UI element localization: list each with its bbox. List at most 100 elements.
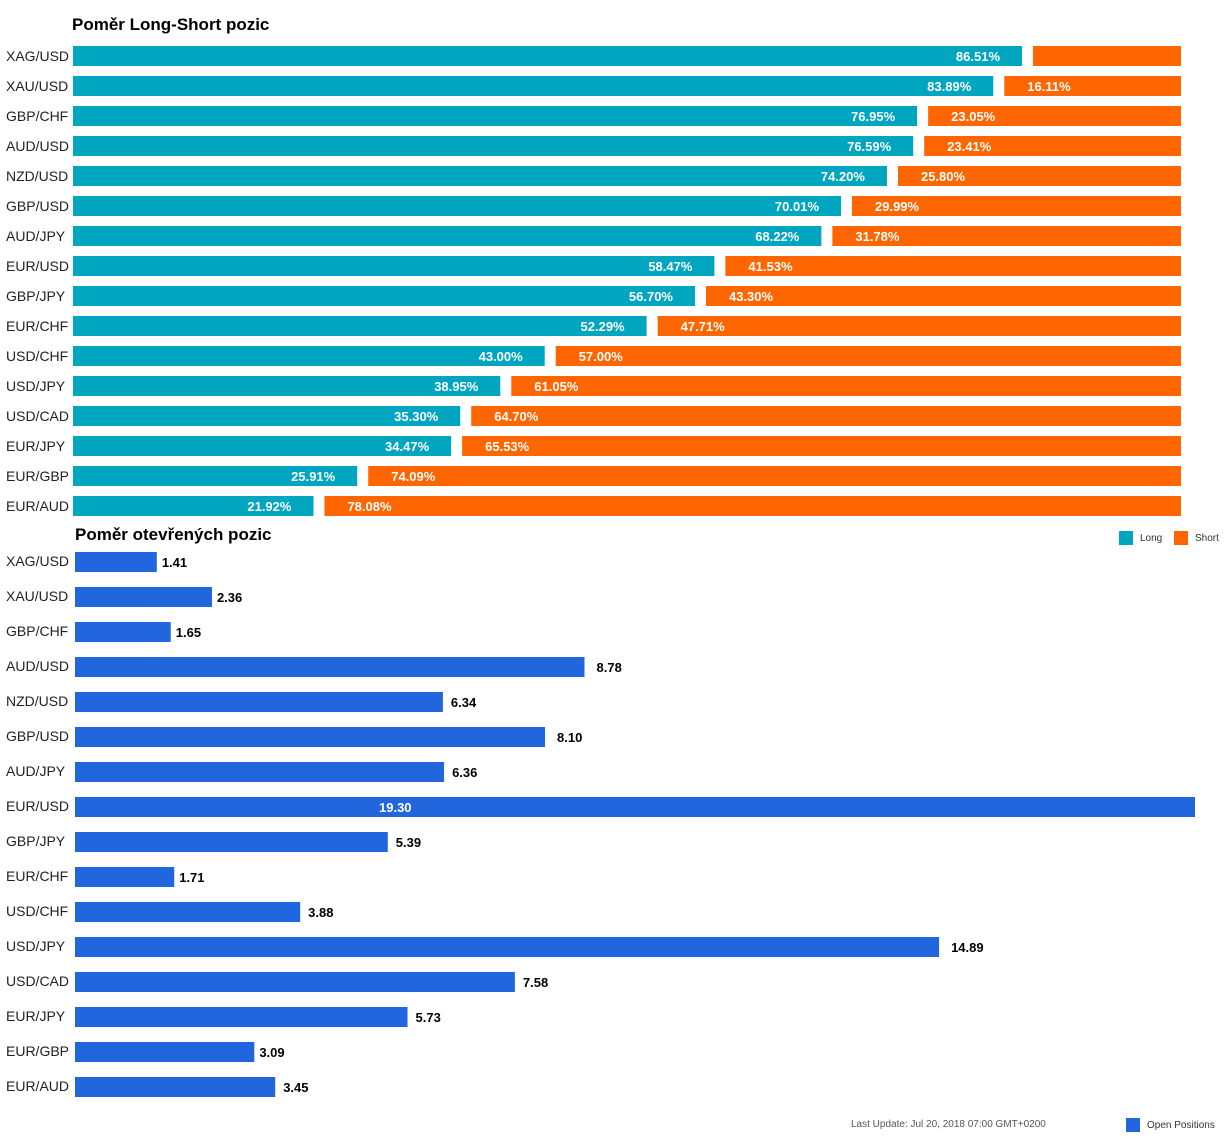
short-bar-eur-gbp xyxy=(368,466,1182,486)
long-value-label-usd-cad: 35.30% xyxy=(394,409,439,424)
long-bar-usd-jpy xyxy=(73,376,501,396)
category-label-eur-gbp: EUR/GBP xyxy=(6,468,69,484)
open-value-label-aud-usd: 8.78 xyxy=(597,660,622,675)
long-value-label-aud-jpy: 68.22% xyxy=(755,229,800,244)
category-label-nzd-usd: NZD/USD xyxy=(6,168,68,184)
long-value-label-gbp-jpy: 56.70% xyxy=(629,289,674,304)
long-bar-aud-jpy xyxy=(73,226,822,246)
long-value-label-usd-chf: 43.00% xyxy=(479,349,524,364)
short-bar-eur-usd xyxy=(725,256,1181,276)
long-bar-eur-gbp xyxy=(73,466,358,486)
short-bar-usd-chf xyxy=(555,346,1181,366)
long-value-label-eur-aud: 21.92% xyxy=(247,499,292,514)
legend-open-swatch xyxy=(1126,1118,1140,1132)
long-short-chart: XAG/USD 86.51% XAU/USD 83.89% 16.11% GBP/CHF 7… xyxy=(6,46,1182,516)
long-value-label-usd-jpy: 38.95% xyxy=(434,379,479,394)
long-value-label-xag-usd: 86.51% xyxy=(956,49,1001,64)
open-category-label-eur-gbp: EUR/GBP xyxy=(6,1043,69,1059)
open-category-label-gbp-jpy: GBP/JPY xyxy=(6,833,66,849)
long-value-label-eur-usd: 58.47% xyxy=(648,259,693,274)
legend-short: Short xyxy=(1174,531,1219,545)
open-value-label-gbp-jpy: 5.39 xyxy=(396,835,421,850)
long-bar-xag-usd xyxy=(73,46,1023,66)
long-value-label-eur-chf: 52.29% xyxy=(581,319,626,334)
short-bar-usd-jpy xyxy=(511,376,1181,396)
category-label-usd-chf: USD/CHF xyxy=(6,348,68,364)
short-value-label-gbp-chf: 23.05% xyxy=(951,109,996,124)
open-positions-chart-title: Poměr otevřených pozic xyxy=(75,525,272,544)
short-value-label-usd-chf: 57.00% xyxy=(579,349,624,364)
open-value-label-eur-chf: 1.71 xyxy=(179,870,204,885)
short-value-label-usd-cad: 64.70% xyxy=(494,409,539,424)
open-bar-aud-usd xyxy=(75,657,585,677)
open-category-label-eur-usd: EUR/USD xyxy=(6,798,69,814)
short-value-label-eur-usd: 41.53% xyxy=(748,259,793,274)
short-bar-gbp-jpy xyxy=(705,286,1181,306)
long-value-label-eur-jpy: 34.47% xyxy=(385,439,430,454)
open-bar-eur-jpy xyxy=(75,1007,408,1027)
long-short-chart-title: Poměr Long-Short pozic xyxy=(72,15,270,34)
open-value-label-aud-jpy: 6.36 xyxy=(452,765,477,780)
open-bar-xag-usd xyxy=(75,552,157,572)
long-value-label-aud-usd: 76.59% xyxy=(847,139,892,154)
long-bar-usd-cad xyxy=(73,406,461,426)
open-category-label-eur-aud: EUR/AUD xyxy=(6,1078,69,1094)
short-value-label-aud-usd: 23.41% xyxy=(947,139,992,154)
short-bar-gbp-chf xyxy=(928,106,1181,126)
short-value-label-xau-usd: 16.11% xyxy=(1027,79,1071,94)
long-bar-eur-usd xyxy=(73,256,715,276)
category-label-xau-usd: XAU/USD xyxy=(6,78,68,94)
open-value-label-eur-usd: 19.30 xyxy=(379,800,412,815)
short-value-label-eur-chf: 47.71% xyxy=(681,319,726,334)
short-value-label-eur-aud: 78.08% xyxy=(347,499,392,514)
open-bar-eur-aud xyxy=(75,1077,276,1097)
open-bar-gbp-jpy xyxy=(75,832,388,852)
short-bar-aud-jpy xyxy=(832,226,1181,246)
open-category-label-aud-jpy: AUD/JPY xyxy=(6,763,66,779)
open-category-label-usd-cad: USD/CAD xyxy=(6,973,69,989)
long-bar-eur-jpy xyxy=(73,436,452,456)
open-category-label-aud-usd: AUD/USD xyxy=(6,658,69,674)
long-bar-aud-usd xyxy=(73,136,914,156)
long-value-label-gbp-chf: 76.95% xyxy=(851,109,896,124)
category-label-usd-jpy: USD/JPY xyxy=(6,378,66,394)
open-category-label-gbp-usd: GBP/USD xyxy=(6,728,69,744)
short-bar-nzd-usd xyxy=(897,166,1181,186)
open-value-label-eur-gbp: 3.09 xyxy=(259,1045,284,1060)
short-bar-usd-cad xyxy=(471,406,1182,426)
open-bar-gbp-chf xyxy=(75,622,171,642)
long-value-label-nzd-usd: 74.20% xyxy=(821,169,866,184)
short-bar-xag-usd xyxy=(1033,46,1181,66)
short-value-label-eur-jpy: 65.53% xyxy=(485,439,530,454)
short-value-label-gbp-usd: 29.99% xyxy=(875,199,920,214)
open-value-label-eur-jpy: 5.73 xyxy=(416,1010,441,1025)
open-bar-eur-chf xyxy=(75,867,175,887)
short-bar-xau-usd xyxy=(1004,76,1181,96)
category-label-eur-jpy: EUR/JPY xyxy=(6,438,66,454)
category-label-eur-chf: EUR/CHF xyxy=(6,318,68,334)
long-value-label-xau-usd: 83.89% xyxy=(927,79,972,94)
open-value-label-gbp-usd: 8.10 xyxy=(557,730,582,745)
open-category-label-xau-usd: XAU/USD xyxy=(6,588,68,604)
category-label-eur-usd: EUR/USD xyxy=(6,258,69,274)
legend-open-positions: Open Positions xyxy=(1126,1118,1215,1132)
legend-long-swatch xyxy=(1119,531,1133,545)
open-bar-usd-chf xyxy=(75,902,301,922)
category-label-gbp-chf: GBP/CHF xyxy=(6,108,68,124)
open-category-label-xag-usd: XAG/USD xyxy=(6,553,69,569)
long-bar-nzd-usd xyxy=(73,166,887,186)
long-bar-gbp-chf xyxy=(73,106,918,126)
open-category-label-gbp-chf: GBP/CHF xyxy=(6,623,68,639)
short-value-label-eur-gbp: 74.09% xyxy=(391,469,436,484)
category-label-aud-usd: AUD/USD xyxy=(6,138,69,154)
long-bar-gbp-jpy xyxy=(73,286,695,306)
short-value-label-nzd-usd: 25.80% xyxy=(921,169,966,184)
last-update-text: Last Update: Jul 20, 2018 07:00 GMT+0200 xyxy=(851,1119,1046,1130)
open-positions-chart: XAG/USD 1.41 XAU/USD 2.36 GBP/CHF 1.65 AUD/USD… xyxy=(6,552,1195,1097)
open-value-label-gbp-chf: 1.65 xyxy=(176,625,201,640)
open-category-label-usd-jpy: USD/JPY xyxy=(6,938,66,954)
category-label-usd-cad: USD/CAD xyxy=(6,408,69,424)
open-value-label-xag-usd: 1.41 xyxy=(162,555,187,570)
short-value-label-usd-jpy: 61.05% xyxy=(534,379,579,394)
short-value-label-gbp-jpy: 43.30% xyxy=(729,289,774,304)
